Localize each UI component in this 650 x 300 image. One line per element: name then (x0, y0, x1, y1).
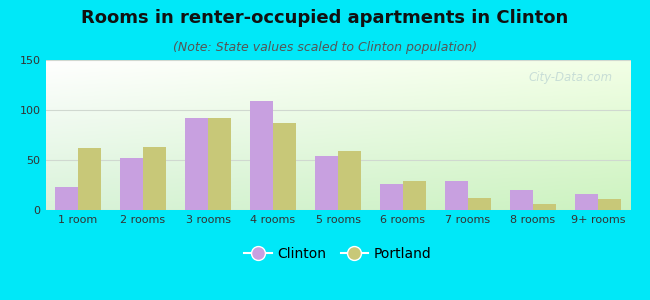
Text: Rooms in renter-occupied apartments in Clinton: Rooms in renter-occupied apartments in C… (81, 9, 569, 27)
Bar (55, 187, 78, 210)
Bar (315, 156, 338, 210)
Bar (250, 101, 273, 210)
Bar (403, 181, 426, 210)
Bar (185, 118, 208, 210)
Bar (468, 198, 491, 210)
Bar (273, 123, 296, 210)
Bar (120, 158, 143, 210)
Text: City-Data.com: City-Data.com (529, 70, 613, 83)
Bar (208, 118, 231, 210)
Bar (380, 184, 403, 210)
Bar (533, 204, 556, 210)
Bar (78, 148, 101, 210)
Bar (510, 190, 533, 210)
Text: (Note: State values scaled to Clinton population): (Note: State values scaled to Clinton po… (173, 40, 477, 53)
Bar (143, 147, 166, 210)
Bar (575, 194, 598, 210)
Legend: Clinton, Portland: Clinton, Portland (239, 241, 437, 266)
Bar (598, 199, 621, 210)
Bar (338, 151, 361, 210)
Bar (445, 181, 468, 210)
